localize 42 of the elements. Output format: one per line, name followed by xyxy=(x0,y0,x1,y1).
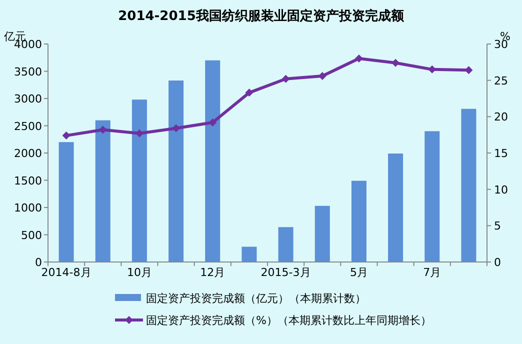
x-tick-label: 2015-3月 xyxy=(260,266,311,279)
bar xyxy=(242,246,257,262)
point xyxy=(392,58,400,67)
point xyxy=(354,54,363,63)
y-tick-label: 3500 xyxy=(14,65,42,78)
bar xyxy=(95,120,110,262)
bar xyxy=(424,131,440,262)
y2-tick-label: 15 xyxy=(494,147,508,160)
y2-tick-label: 20 xyxy=(494,110,508,124)
bar xyxy=(388,154,404,262)
chart-title: 2014-2015我国纺织服装业固定资产投资完成额 xyxy=(118,8,405,24)
y-tick-label: 0 xyxy=(35,256,42,269)
point xyxy=(245,88,254,97)
y-tick-label: 3000 xyxy=(14,92,42,106)
bar xyxy=(132,100,147,262)
x-tick-label: 5月 xyxy=(350,266,368,279)
x-tick-label: 12月 xyxy=(200,266,226,279)
y2-tick-label: 10 xyxy=(494,183,508,196)
y-tick-label: 2000 xyxy=(14,147,42,160)
x-tick-label: 7月 xyxy=(423,266,442,279)
x-tick-label: 10月 xyxy=(126,266,152,279)
bar xyxy=(58,142,74,262)
bar xyxy=(461,108,476,262)
point xyxy=(208,118,217,126)
x-tick-label: 2014-8月 xyxy=(41,266,92,279)
y-tick-label: 2500 xyxy=(14,120,42,133)
y2-tick-label: 5 xyxy=(494,220,501,233)
y-tick-label: 1500 xyxy=(14,174,42,188)
bar xyxy=(314,206,330,262)
point xyxy=(62,132,70,140)
y2-tick-label: 25 xyxy=(494,74,508,88)
bar xyxy=(168,80,184,262)
bar xyxy=(351,180,366,262)
bar xyxy=(278,227,294,262)
point xyxy=(172,124,180,132)
y-tick-label: 500 xyxy=(21,228,42,242)
y2-tick-label: 0 xyxy=(494,256,501,269)
point xyxy=(282,74,290,83)
legend-label: 固定资产投资完成额（亿元）（本期累计数） xyxy=(146,292,366,305)
y-tick-label: 1000 xyxy=(14,202,42,214)
bar xyxy=(205,60,220,262)
legend-label: 固定资产投资完成额（%）（本期累计数比上年同期增长） xyxy=(146,314,432,327)
